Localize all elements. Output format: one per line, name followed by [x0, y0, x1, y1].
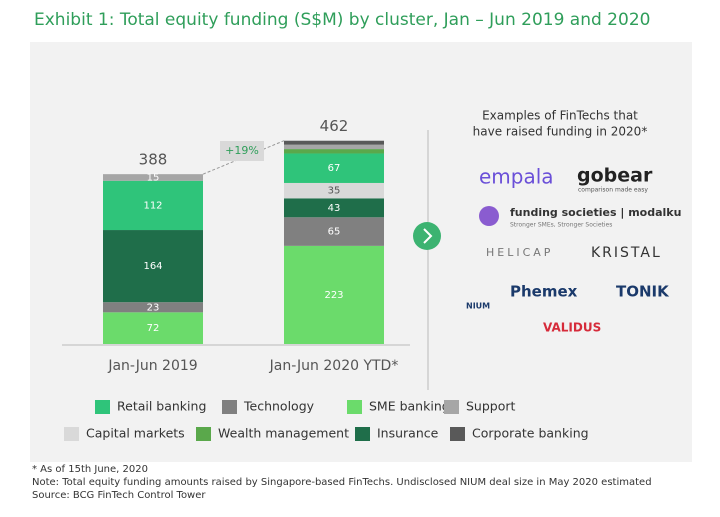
bar-segment [103, 312, 203, 344]
legend-swatch [347, 400, 362, 414]
legend-label: Capital markets [86, 426, 185, 441]
legend-label: Wealth management [218, 426, 349, 441]
x-tick-label: Jan-Jun 2020 YTD* [269, 358, 399, 374]
legend-swatch [95, 400, 110, 414]
bar-segment [284, 245, 384, 344]
footnote: * As of 15th June, 2020 [32, 464, 148, 475]
arrow [423, 228, 433, 244]
bar-segment [284, 217, 384, 246]
data-label: 35 [328, 186, 341, 197]
chart-title: Exhibit 1: Total equity funding (S$M) by… [34, 10, 650, 30]
bar-segment [103, 302, 203, 313]
legend-label: Technology [243, 399, 315, 414]
arrow-circle [413, 222, 441, 250]
legend-swatch [64, 427, 79, 441]
bar-segment [284, 198, 384, 218]
total-label: 462 [320, 117, 349, 135]
logo: empala [479, 165, 554, 189]
logo-icon [479, 206, 499, 226]
footnote: Source: BCG FinTech Control Tower [32, 490, 206, 501]
logo: NIUM [466, 302, 490, 311]
legend-label: Support [466, 399, 516, 414]
logo: funding societies | modalku [510, 206, 681, 219]
logo-tagline: Stronger SMEs, Stronger Societies [510, 222, 612, 229]
legend-swatch [196, 427, 211, 441]
bar-segment [103, 230, 203, 303]
logo: Phemex [510, 283, 578, 301]
logo: gobear [577, 165, 653, 187]
bar-segment [284, 153, 384, 183]
logo: VALIDUS [543, 321, 601, 335]
data-label: 112 [143, 200, 162, 211]
bar-segment [284, 140, 384, 145]
legend-label: Insurance [377, 426, 439, 441]
data-label: 23 [147, 302, 160, 313]
legend-swatch [355, 427, 370, 441]
legend-swatch [444, 400, 459, 414]
logo-tagline: comparison made easy [578, 187, 648, 194]
logo: KRISTAL [591, 245, 662, 261]
legend-label: SME banking [369, 399, 450, 414]
x-tick-label: Jan-Jun 2019 [107, 358, 197, 374]
panel-heading: Examples of FinTechs that [482, 109, 638, 123]
bar-segment [103, 174, 203, 181]
logo: HELICAP [486, 246, 553, 259]
footnote: Note: Total equity funding amounts raise… [32, 477, 652, 488]
data-label: 67 [328, 163, 341, 174]
legend-label: Retail banking [117, 399, 206, 414]
data-label: 164 [143, 261, 162, 272]
data-label: 65 [328, 227, 341, 238]
bar-segment [284, 149, 384, 154]
legend-swatch [450, 427, 465, 441]
growth-box [220, 141, 264, 161]
growth-label: +19% [225, 144, 259, 157]
bar-segment [284, 182, 384, 199]
data-label: 72 [147, 323, 160, 334]
data-label: 15 [147, 172, 160, 183]
logo: TONIK [616, 283, 670, 301]
legend-swatch [222, 400, 237, 414]
data-label: 223 [324, 290, 343, 301]
bar-segment [284, 144, 384, 150]
total-label: 388 [139, 151, 168, 169]
panel-heading: have raised funding in 2020* [473, 125, 648, 139]
legend-label: Corporate banking [472, 426, 589, 441]
bar-segment [103, 180, 203, 231]
data-label: 43 [328, 203, 341, 214]
